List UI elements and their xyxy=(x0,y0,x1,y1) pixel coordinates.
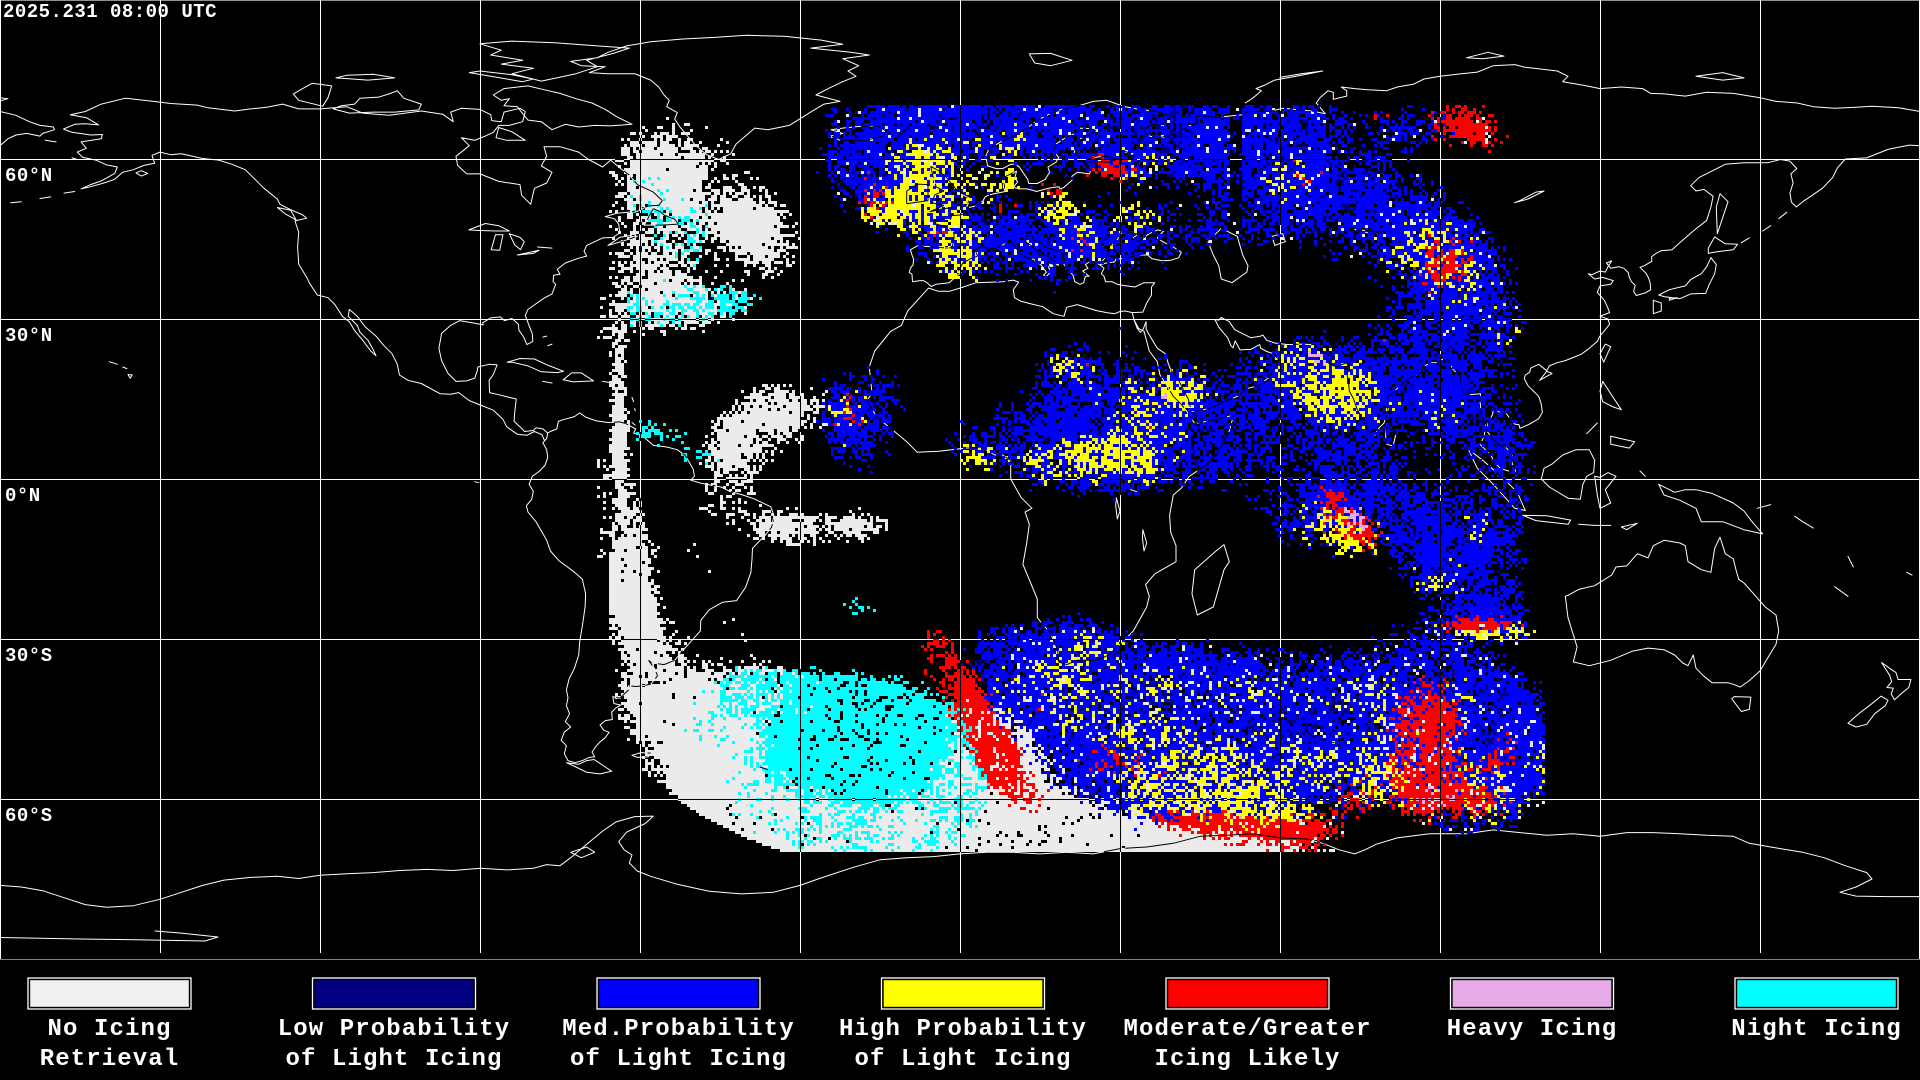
svg-text:60°S: 60°S xyxy=(5,805,53,827)
svg-text:of Light Icing: of Light Icing xyxy=(285,1046,502,1073)
svg-text:2025.231 08:00 UTC: 2025.231 08:00 UTC xyxy=(3,1,217,23)
svg-text:Med.Probability: Med.Probability xyxy=(562,1016,795,1043)
svg-text:Low Probability: Low Probability xyxy=(278,1016,511,1043)
svg-text:0°N: 0°N xyxy=(5,485,41,507)
svg-text:High Probability: High Probability xyxy=(839,1016,1087,1043)
svg-text:Retrieval: Retrieval xyxy=(40,1046,180,1073)
svg-text:of Light Icing: of Light Icing xyxy=(854,1046,1071,1073)
svg-text:of Light Icing: of Light Icing xyxy=(570,1046,787,1073)
svg-text:No Icing: No Icing xyxy=(47,1016,171,1043)
svg-text:Night Icing: Night Icing xyxy=(1731,1016,1902,1043)
svg-text:60°N: 60°N xyxy=(5,165,53,187)
svg-text:Moderate/Greater: Moderate/Greater xyxy=(1123,1016,1371,1043)
svg-text:Heavy Icing: Heavy Icing xyxy=(1447,1016,1618,1043)
svg-text:30°S: 30°S xyxy=(5,645,53,667)
svg-text:Icing Likely: Icing Likely xyxy=(1154,1046,1340,1073)
svg-text:30°N: 30°N xyxy=(5,325,53,347)
